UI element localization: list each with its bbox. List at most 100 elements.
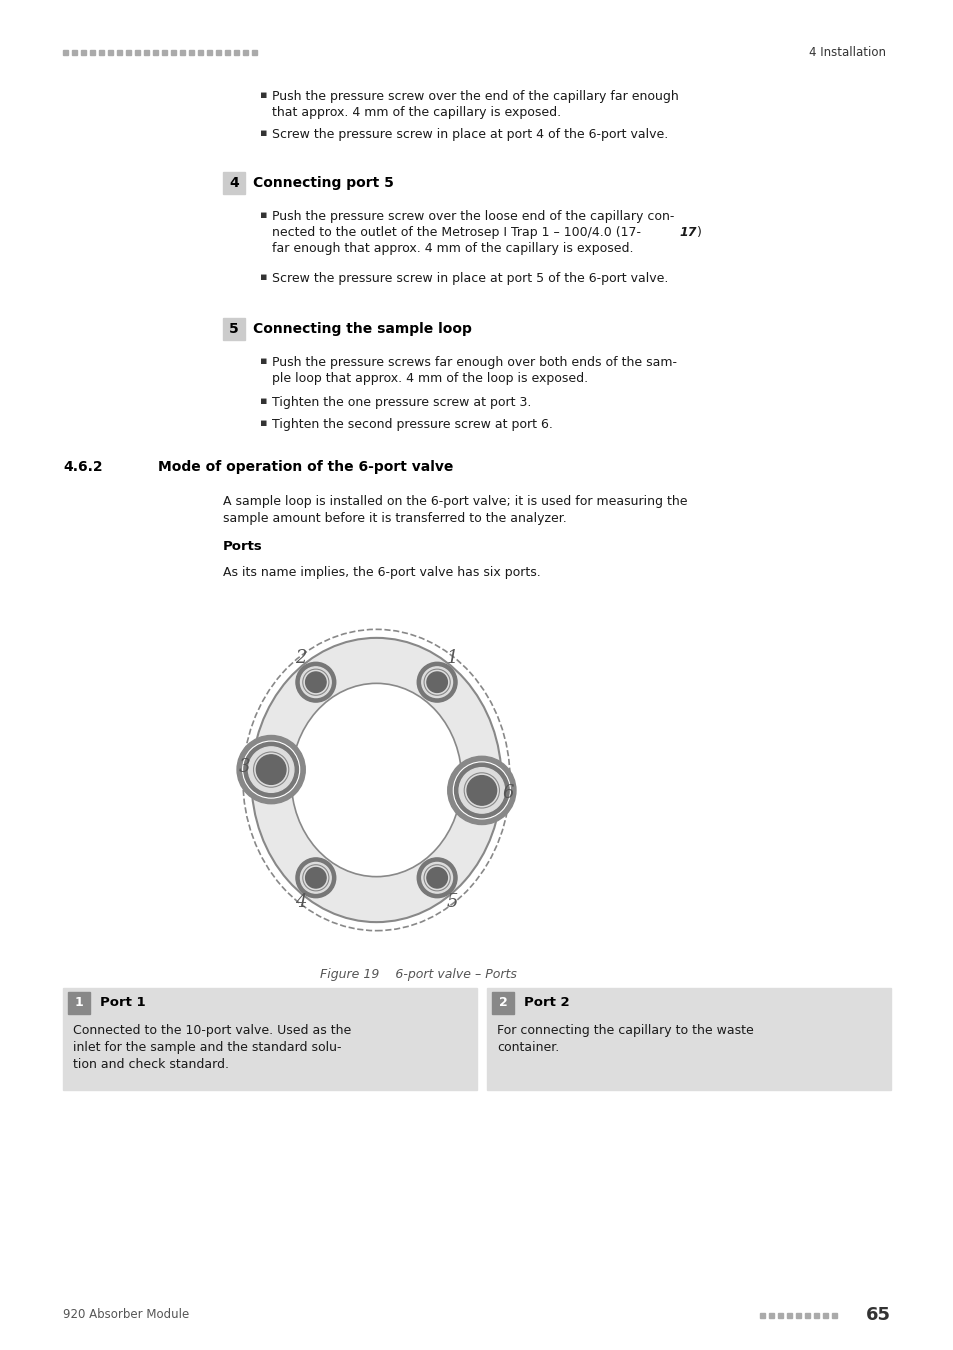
- Bar: [795, 1312, 801, 1318]
- Text: inlet for the sample and the standard solu-: inlet for the sample and the standard so…: [73, 1041, 341, 1054]
- Text: 17: 17: [679, 225, 696, 239]
- Text: 3: 3: [239, 757, 251, 776]
- Circle shape: [421, 863, 452, 894]
- Text: For connecting the capillary to the waste: For connecting the capillary to the wast…: [497, 1025, 753, 1037]
- Bar: [198, 50, 203, 54]
- Text: 5: 5: [229, 323, 238, 336]
- Text: Ports: Ports: [223, 540, 262, 553]
- Bar: [822, 1312, 827, 1318]
- Bar: [180, 50, 185, 54]
- Bar: [135, 50, 140, 54]
- Circle shape: [421, 667, 452, 698]
- Bar: [492, 992, 514, 1014]
- Circle shape: [416, 857, 456, 898]
- Text: Connecting port 5: Connecting port 5: [253, 176, 394, 190]
- Bar: [162, 50, 167, 54]
- Text: far enough that approx. 4 mm of the capillary is exposed.: far enough that approx. 4 mm of the capi…: [272, 242, 633, 255]
- Bar: [243, 50, 248, 54]
- Text: 4.6.2: 4.6.2: [63, 460, 103, 474]
- Bar: [71, 50, 77, 54]
- Circle shape: [300, 667, 331, 698]
- Bar: [225, 50, 230, 54]
- Text: 2: 2: [294, 649, 306, 667]
- Bar: [189, 50, 193, 54]
- Text: tion and check standard.: tion and check standard.: [73, 1058, 229, 1071]
- Bar: [171, 50, 175, 54]
- Bar: [90, 50, 95, 54]
- Text: ▪: ▪: [260, 396, 267, 406]
- Bar: [144, 50, 149, 54]
- Text: Port 2: Port 2: [523, 996, 569, 1010]
- Bar: [68, 992, 90, 1014]
- Circle shape: [256, 755, 286, 784]
- Bar: [223, 171, 245, 194]
- Circle shape: [295, 663, 335, 702]
- Text: ▪: ▪: [260, 211, 267, 220]
- Bar: [786, 1312, 791, 1318]
- Circle shape: [467, 776, 497, 805]
- Text: Tighten the second pressure screw at port 6.: Tighten the second pressure screw at por…: [272, 418, 553, 431]
- Text: Push the pressure screw over the loose end of the capillary con-: Push the pressure screw over the loose e…: [272, 211, 674, 223]
- Bar: [207, 50, 212, 54]
- Circle shape: [236, 736, 305, 803]
- Circle shape: [244, 743, 298, 796]
- Text: Push the pressure screw over the end of the capillary far enough: Push the pressure screw over the end of …: [272, 90, 678, 103]
- Bar: [108, 50, 112, 54]
- Text: 4: 4: [294, 894, 306, 911]
- Circle shape: [447, 756, 516, 825]
- Text: Screw the pressure screw in place at port 5 of the 6-port valve.: Screw the pressure screw in place at por…: [272, 271, 668, 285]
- Bar: [233, 50, 239, 54]
- Bar: [831, 1312, 836, 1318]
- Bar: [63, 988, 476, 1089]
- Bar: [252, 50, 256, 54]
- Bar: [768, 1312, 773, 1318]
- Circle shape: [458, 768, 504, 813]
- Ellipse shape: [291, 683, 461, 876]
- Bar: [223, 319, 245, 340]
- Text: Push the pressure screws far enough over both ends of the sam-: Push the pressure screws far enough over…: [272, 356, 677, 369]
- Bar: [152, 50, 158, 54]
- Text: 6: 6: [502, 784, 514, 802]
- Bar: [778, 1312, 782, 1318]
- Text: ple loop that approx. 4 mm of the loop is exposed.: ple loop that approx. 4 mm of the loop i…: [272, 373, 587, 385]
- Text: nected to the outlet of the Metrosep I Trap 1 – 100/4.0 (17-: nected to the outlet of the Metrosep I T…: [272, 225, 640, 239]
- Text: 1: 1: [74, 996, 83, 1010]
- Text: sample amount before it is transferred to the analyzer.: sample amount before it is transferred t…: [223, 512, 566, 525]
- Bar: [215, 50, 221, 54]
- Circle shape: [300, 863, 331, 894]
- Text: ): ): [697, 225, 701, 239]
- Bar: [126, 50, 131, 54]
- Circle shape: [453, 761, 510, 819]
- Text: Mode of operation of the 6-port valve: Mode of operation of the 6-port valve: [158, 460, 453, 474]
- Text: that approx. 4 mm of the capillary is exposed.: that approx. 4 mm of the capillary is ex…: [272, 107, 560, 119]
- Text: Port 1: Port 1: [100, 996, 146, 1010]
- Text: A sample loop is installed on the 6-port valve; it is used for measuring the: A sample loop is installed on the 6-port…: [223, 495, 687, 508]
- Circle shape: [248, 747, 294, 792]
- Text: ▪: ▪: [260, 418, 267, 428]
- Bar: [760, 1312, 764, 1318]
- Circle shape: [427, 868, 447, 888]
- Text: 2: 2: [498, 996, 507, 1010]
- Bar: [81, 50, 86, 54]
- Bar: [63, 50, 68, 54]
- Circle shape: [242, 741, 299, 798]
- Text: ▪: ▪: [260, 356, 267, 366]
- Text: container.: container.: [497, 1041, 558, 1054]
- Circle shape: [427, 672, 447, 693]
- Text: ▪: ▪: [260, 128, 267, 138]
- Text: ▪: ▪: [260, 90, 267, 100]
- Text: 4 Installation: 4 Installation: [808, 46, 885, 58]
- Circle shape: [454, 763, 509, 818]
- Bar: [117, 50, 122, 54]
- Bar: [813, 1312, 818, 1318]
- Circle shape: [416, 663, 456, 702]
- Text: 65: 65: [865, 1305, 890, 1324]
- Text: Tighten the one pressure screw at port 3.: Tighten the one pressure screw at port 3…: [272, 396, 531, 409]
- Bar: [99, 50, 104, 54]
- Text: Connecting the sample loop: Connecting the sample loop: [253, 323, 472, 336]
- Ellipse shape: [252, 637, 501, 922]
- Text: Screw the pressure screw in place at port 4 of the 6-port valve.: Screw the pressure screw in place at por…: [272, 128, 667, 140]
- Text: 5: 5: [446, 894, 457, 911]
- Text: 920 Absorber Module: 920 Absorber Module: [63, 1308, 189, 1322]
- Text: 4: 4: [229, 176, 238, 190]
